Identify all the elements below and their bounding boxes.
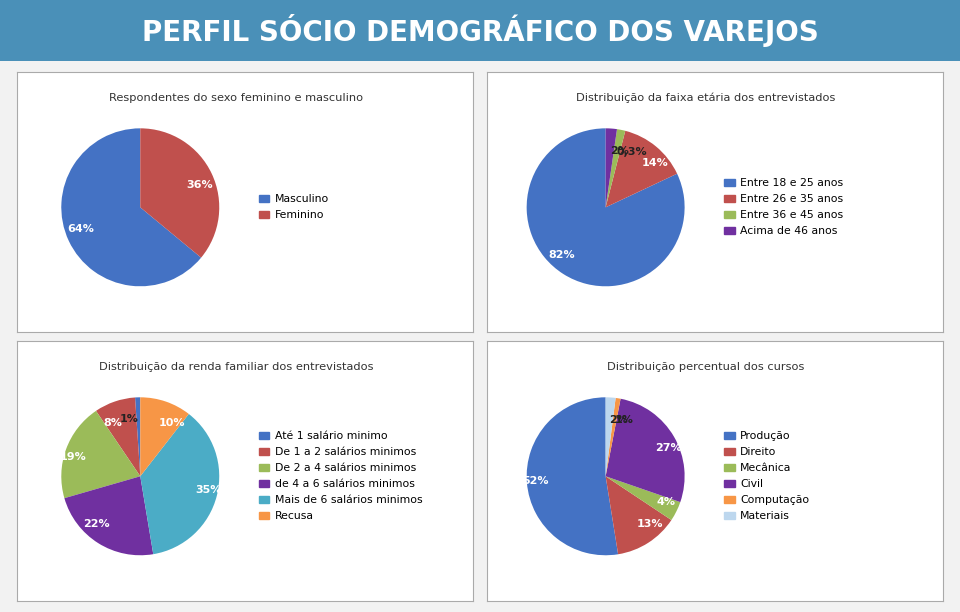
Wedge shape [527,129,684,286]
Wedge shape [140,129,219,258]
Text: PERFIL SÓCIO DEMOGRÁFICO DOS VAREJOS: PERFIL SÓCIO DEMOGRÁFICO DOS VAREJOS [142,14,818,47]
Wedge shape [61,129,202,286]
Text: Respondentes do sexo feminino e masculino: Respondentes do sexo feminino e masculin… [108,93,363,103]
Wedge shape [140,397,189,476]
Text: 19%: 19% [60,452,86,462]
Wedge shape [606,131,677,207]
Text: 10%: 10% [158,417,185,428]
Text: 2%: 2% [610,146,629,155]
Wedge shape [606,476,681,520]
Text: 1%: 1% [119,414,138,425]
Legend: Entre 18 e 25 anos, Entre 26 e 35 anos, Entre 36 e 45 anos, Acima de 46 anos: Entre 18 e 25 anos, Entre 26 e 35 anos, … [720,174,848,241]
Wedge shape [61,411,140,498]
Text: 8%: 8% [103,417,122,428]
Wedge shape [527,397,618,555]
Text: 82%: 82% [548,250,575,260]
Wedge shape [606,399,684,502]
Wedge shape [64,476,154,555]
Text: 2%: 2% [610,414,628,425]
Wedge shape [606,397,615,476]
Legend: Até 1 salário minimo, De 1 a 2 salários minimos, De 2 a 4 salários minimos, de 4: Até 1 salário minimo, De 1 a 2 salários … [254,427,427,526]
Text: 4%: 4% [657,496,676,507]
Text: 64%: 64% [67,224,94,234]
Text: Distribuição da renda familiar dos entrevistados: Distribuição da renda familiar dos entre… [99,362,373,372]
Text: 1%: 1% [614,415,634,425]
Wedge shape [606,129,625,207]
Text: 52%: 52% [522,476,549,486]
Text: 36%: 36% [186,181,213,190]
Text: 0,3%: 0,3% [617,146,647,157]
Legend: Masculino, Feminino: Masculino, Feminino [254,190,333,225]
Text: Distribuição percentual dos cursos: Distribuição percentual dos cursos [607,362,804,372]
Wedge shape [606,476,671,554]
Wedge shape [606,398,620,476]
Text: Distribuição da faixa etária dos entrevistados: Distribuição da faixa etária dos entrevi… [576,93,835,103]
Text: 13%: 13% [636,519,662,529]
Wedge shape [140,414,219,554]
Text: 14%: 14% [642,159,668,168]
Wedge shape [96,397,140,476]
Text: 22%: 22% [84,520,110,529]
Text: 35%: 35% [196,485,222,495]
Wedge shape [135,397,140,476]
Text: 27%: 27% [655,443,682,453]
Wedge shape [606,129,617,207]
Legend: Produção, Direito, Mecânica, Civil, Computação, Materiais: Produção, Direito, Mecânica, Civil, Comp… [720,427,814,526]
